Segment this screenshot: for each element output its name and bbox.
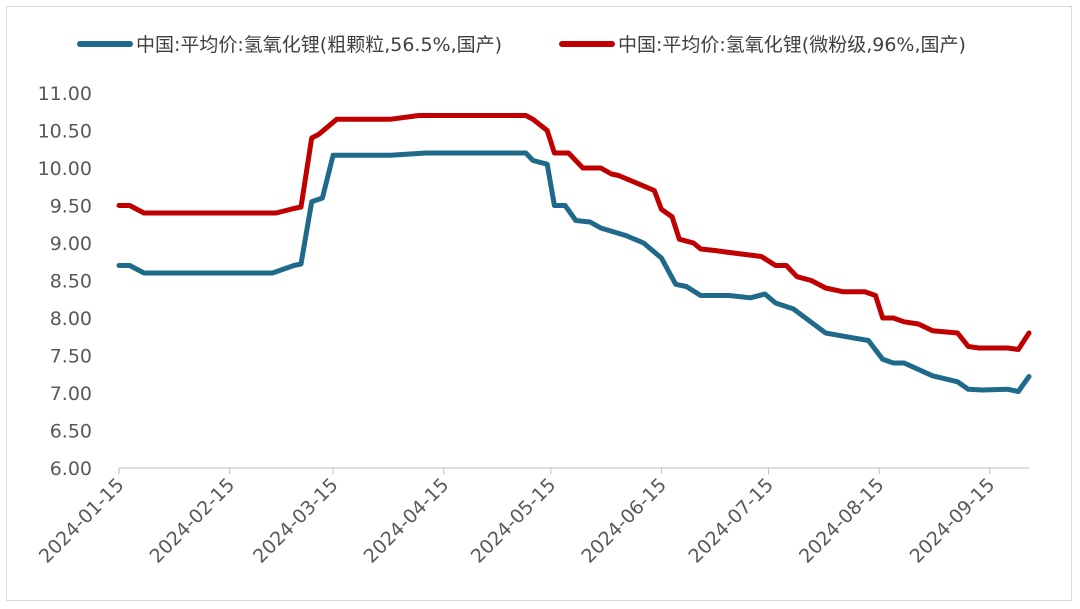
x-tick-label: 2024-06-15 — [577, 474, 671, 568]
x-tick-label: 2024-09-15 — [906, 474, 1000, 568]
y-tick-label: 9.00 — [50, 233, 92, 255]
y-tick-label: 11.00 — [38, 83, 92, 105]
plot-area — [116, 113, 1032, 394]
y-tick-label: 10.50 — [38, 121, 92, 143]
x-tick-label: 2024-03-15 — [249, 474, 343, 568]
y-tick-label: 8.00 — [50, 308, 92, 330]
chart-frame — [6, 6, 1072, 601]
y-tick-label: 8.50 — [50, 271, 92, 293]
y-tick-label: 10.00 — [38, 158, 92, 180]
legend-label-series-2: 中国:平均价:氢氧化锂(微粉级,96%,国产) — [618, 34, 966, 56]
axes: 6.00 6.50 7.00 7.50 8.00 8.50 9.00 9.50 10.00 10.… — [35, 83, 1029, 568]
y-tick-label: 9.50 — [50, 196, 92, 218]
y-tick-label: 7.50 — [50, 346, 92, 368]
x-tick-label: 2024-05-15 — [467, 474, 561, 568]
x-tick-label: 2024-08-15 — [795, 474, 889, 568]
x-tick-label: 2024-02-15 — [146, 474, 240, 568]
x-tick-label: 2024-01-15 — [35, 474, 129, 568]
y-tick-label: 6.00 — [50, 458, 92, 480]
y-tick-label: 6.50 — [50, 421, 92, 443]
y-tick-label: 7.00 — [50, 383, 92, 405]
legend: 中国:平均价:氢氧化锂(粗颗粒,56.5%,国产) 中国:平均价:氢氧化锂(微粉… — [77, 34, 966, 56]
x-tick-label: 2024-07-15 — [684, 474, 778, 568]
series-line-1 — [116, 150, 1032, 394]
series-line-2 — [116, 113, 1032, 352]
legend-label-series-1: 中国:平均价:氢氧化锂(粗颗粒,56.5%,国产) — [136, 34, 502, 56]
x-tick-label: 2024-04-15 — [360, 474, 454, 568]
